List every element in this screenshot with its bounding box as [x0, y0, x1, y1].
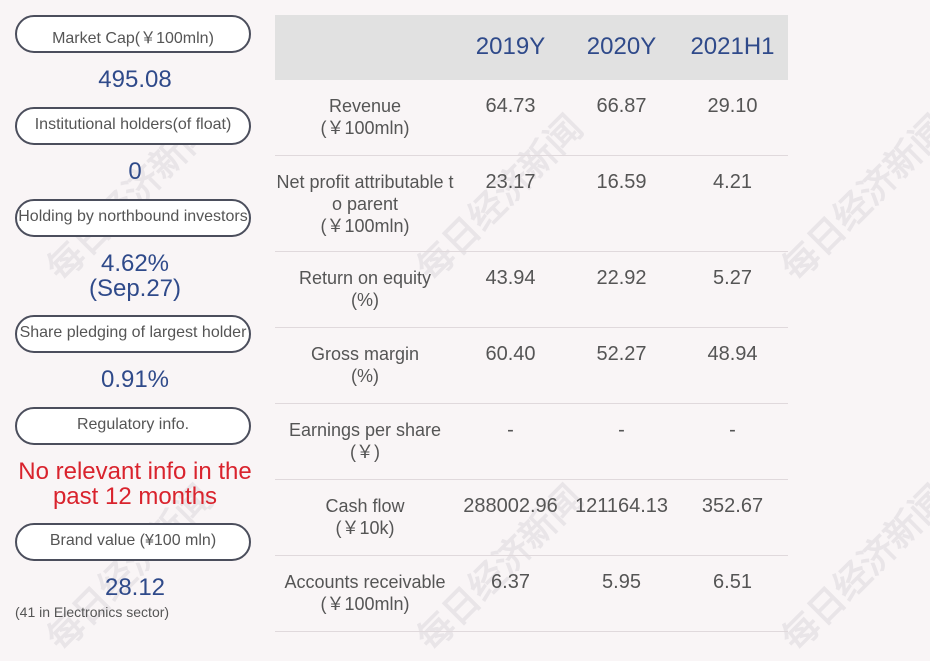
column-header: 2021H1 [690, 33, 775, 60]
table-row: Earnings per share (￥) - - - [275, 404, 788, 480]
regulatory-info-line2: past 12 months [52, 483, 218, 510]
table-row: Return on equity (%) 43.94 22.92 5.27 [275, 252, 788, 328]
row-label-line: (%) [351, 290, 379, 310]
table-cell: - [618, 419, 625, 441]
market-cap-value: 495.08 [98, 66, 172, 93]
table-cell: 6.51 [713, 571, 752, 593]
table-cell: 22.92 [596, 267, 647, 289]
row-label-line: (￥100mln) [320, 118, 410, 138]
table-cell: 64.73 [485, 95, 536, 117]
institutional-holders-value: 0 [128, 158, 142, 185]
row-label: Gross margin (%) [275, 343, 455, 387]
table-cell: 4.21 [713, 171, 752, 193]
table-row: Accounts receivable (￥100mln) 6.37 5.95 … [275, 556, 788, 632]
northbound-value: 4.62% [100, 250, 170, 277]
table-cell: 288002.96 [463, 495, 558, 517]
regulatory-info-line1: No relevant info in the [18, 458, 252, 485]
institutional-holders-label: Institutional holders(of float) [15, 107, 251, 145]
share-pledging-label: Share pledging of largest holder [15, 315, 251, 353]
northbound-label: Holding by northbound investors [15, 199, 251, 237]
row-label-line: (￥10k) [335, 518, 395, 538]
row-label-line: Return on equity [298, 268, 432, 288]
row-label: Net profit attributable t o parent (￥100… [275, 171, 455, 237]
table-cell: 5.27 [713, 267, 752, 289]
row-label: Earnings per share (￥) [275, 419, 455, 463]
table-cell: 121164.13 [574, 495, 669, 517]
table-cell: 29.10 [707, 95, 758, 117]
column-header: 2019Y [475, 33, 546, 60]
table-cell: 23.17 [485, 171, 536, 193]
row-label-line: (￥) [350, 442, 380, 462]
table-cell: 352.67 [701, 495, 764, 517]
table-row: Cash flow (￥10k) 288002.96 121164.13 352… [275, 480, 788, 556]
brand-value-note: (41 in Electronics sector) [15, 604, 170, 620]
column-header: 2020Y [586, 33, 657, 60]
row-label-line: Earnings per share [288, 420, 442, 440]
row-label: Cash flow (￥10k) [275, 495, 455, 539]
table-cell: 60.40 [485, 343, 536, 365]
regulatory-label: Regulatory info. [15, 407, 251, 445]
share-pledging-value: 0.91% [100, 366, 170, 393]
table-cell: 48.94 [707, 343, 758, 365]
watermark: 每日经济新闻 [774, 107, 930, 290]
row-label-line: (￥100mln) [320, 594, 410, 614]
table-row: Gross margin (%) 60.40 52.27 48.94 [275, 328, 788, 404]
northbound-date: (Sep.27) [88, 275, 182, 302]
market-cap-label: Market Cap(￥100mln) [15, 15, 251, 53]
table-row: Revenue (￥100mln) 64.73 66.87 29.10 [275, 80, 788, 156]
table-cell: 66.87 [596, 95, 647, 117]
table-row: Net profit attributable t o parent (￥100… [275, 156, 788, 252]
row-label-line: (￥100mln) [320, 216, 410, 236]
row-label: Accounts receivable (￥100mln) [275, 571, 455, 615]
row-label-line: o parent [331, 194, 399, 214]
table-cell: 16.59 [596, 171, 647, 193]
financial-table: 2019Y 2020Y 2021H1 Revenue (￥100mln) 64.… [275, 15, 788, 632]
table-header: 2019Y 2020Y 2021H1 [275, 15, 788, 80]
table-cell: 43.94 [485, 267, 536, 289]
table-cell: - [507, 419, 514, 441]
table-cell: - [729, 419, 736, 441]
row-label: Revenue (￥100mln) [275, 95, 455, 139]
brand-value-label: Brand value (¥100 mln) [15, 523, 251, 561]
brand-value: 28.12 [104, 574, 166, 601]
row-label-line: Gross margin [310, 344, 420, 364]
row-label-line: Cash flow [325, 496, 405, 516]
row-label-line: (%) [351, 366, 379, 386]
row-label-line: Revenue [328, 96, 402, 116]
table-cell: 5.95 [602, 571, 641, 593]
table-cell: 52.27 [596, 343, 647, 365]
watermark: 每日经济新闻 [774, 477, 930, 660]
row-label: Return on equity (%) [275, 267, 455, 311]
row-label-line: Net profit attributable t [276, 172, 454, 192]
table-cell: 6.37 [491, 571, 530, 593]
row-label-line: Accounts receivable [284, 572, 446, 592]
summary-panel: Market Cap(￥100mln) 495.08 Institutional… [0, 0, 270, 647]
